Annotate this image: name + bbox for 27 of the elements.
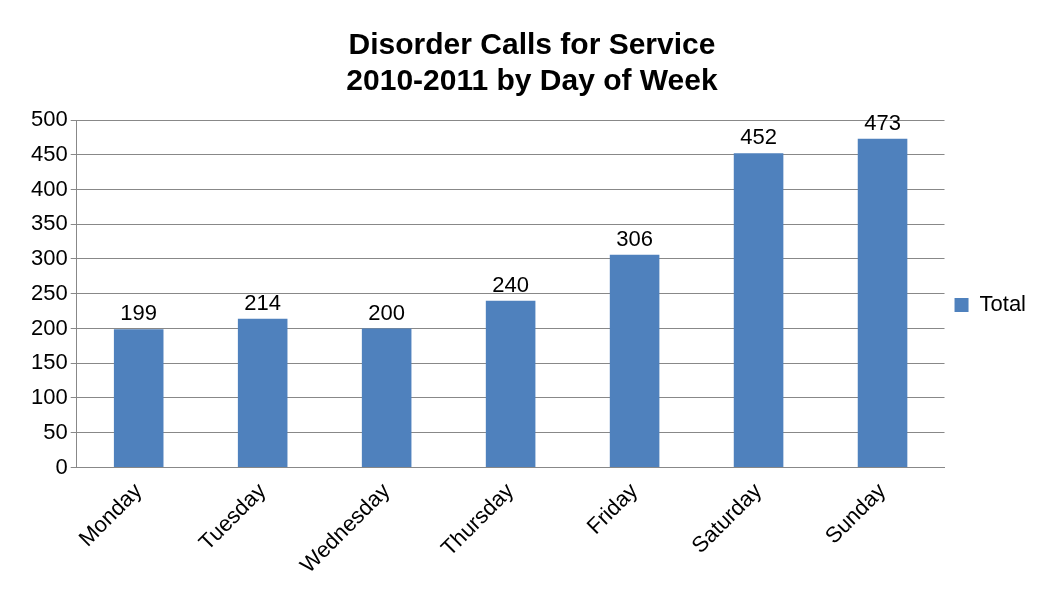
bar	[113, 329, 164, 467]
chart-title: Disorder Calls for Service 2010-2011 by Day of Week	[346, 27, 718, 97]
bar	[733, 153, 784, 467]
y-tick-label: 350	[30, 210, 68, 236]
y-tick-label: 500	[30, 106, 68, 132]
y-tick-label: 300	[30, 245, 68, 271]
bar	[609, 254, 660, 467]
data-label: 214	[244, 289, 282, 315]
bar	[857, 138, 908, 467]
data-label: 306	[616, 225, 653, 251]
y-tick-label: 150	[30, 349, 68, 375]
bar	[361, 328, 412, 467]
y-tick-label: 50	[43, 418, 68, 444]
data-label: 473	[864, 109, 901, 135]
y-tick-label: 250	[30, 279, 68, 305]
y-tick-label: 450	[30, 140, 68, 166]
y-tick-label: 400	[30, 175, 68, 201]
data-label: 200	[368, 299, 405, 325]
data-label: 240	[492, 271, 529, 297]
data-label: 199	[120, 300, 158, 326]
bar	[237, 318, 288, 467]
bar	[485, 300, 536, 467]
y-tick-label: 200	[30, 314, 68, 340]
y-tick-label: 100	[30, 384, 68, 410]
legend-label: Total	[979, 291, 1027, 317]
y-tick-label: 0	[55, 453, 68, 479]
data-label: 452	[740, 124, 777, 150]
